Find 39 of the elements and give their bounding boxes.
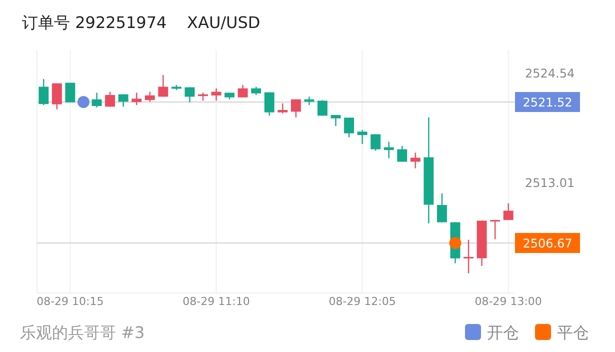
y-tick-label: 2513.01 [525, 176, 575, 190]
candlestick [397, 145, 408, 162]
ref-line-label: 2521.52 [522, 96, 572, 110]
text: 乐观的兵哥哥 #3 [20, 323, 145, 342]
candlestick [184, 86, 195, 103]
candlestick [464, 239, 474, 274]
candlestick [211, 88, 222, 102]
x-tick-label: 08-29 11:10 [182, 295, 250, 308]
candlestick [118, 94, 128, 108]
candlestick [410, 152, 420, 169]
x-tick-label: 08-29 10:15 [36, 295, 104, 308]
ref-line-label: 2506.67 [522, 236, 572, 250]
candlestick [317, 100, 328, 116]
x-tick-label: 08-29 12:05 [328, 295, 396, 308]
y-tick-label: 2524.54 [525, 66, 575, 80]
candlestick [264, 92, 274, 116]
legend-label: 开仓 [487, 323, 519, 342]
candlestick [344, 117, 354, 138]
candlestick [144, 91, 155, 102]
candlestick [92, 92, 102, 108]
candlestick [278, 102, 288, 114]
chart-title: 订单号 292251974 XAU/USD [22, 13, 260, 32]
candlestick [158, 74, 168, 98]
candlestick [38, 78, 49, 106]
candlestick [330, 114, 341, 127]
candlestick [436, 192, 447, 223]
legend-label: 平仓 [557, 323, 589, 342]
candlestick [238, 84, 248, 98]
candlestick [384, 141, 394, 159]
x-tick-label: 08-29 13:00 [474, 295, 542, 308]
candlestick [370, 134, 381, 152]
candlestick [132, 92, 142, 106]
candlestick [105, 91, 116, 108]
candlestick [357, 129, 368, 145]
candlestick [65, 82, 76, 103]
candlestick [52, 82, 62, 110]
candlestick [490, 219, 500, 240]
candlestick [503, 202, 514, 221]
candlestick [290, 98, 301, 118]
